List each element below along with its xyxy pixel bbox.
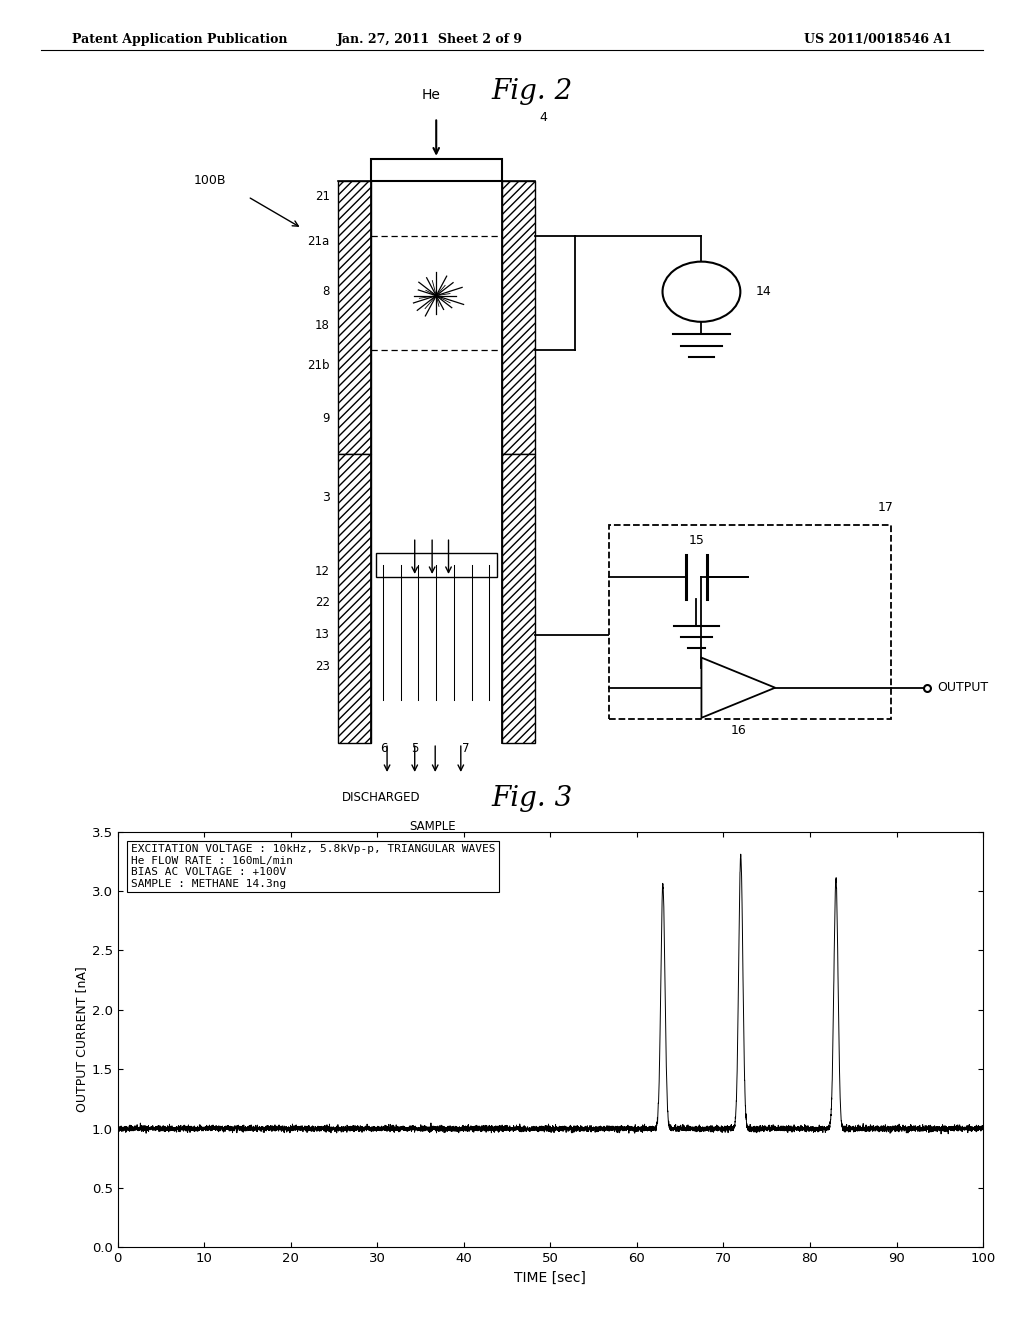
Bar <box>371 158 502 181</box>
Text: Fig. 2: Fig. 2 <box>492 78 573 104</box>
Text: 23: 23 <box>314 660 330 673</box>
Text: He: He <box>422 87 440 102</box>
Text: 22: 22 <box>314 597 330 610</box>
Text: 9: 9 <box>323 412 330 425</box>
Text: OUTPUT: OUTPUT <box>937 681 988 694</box>
Text: 7: 7 <box>462 742 470 755</box>
Y-axis label: OUTPUT CURRENT [nA]: OUTPUT CURRENT [nA] <box>75 966 88 1113</box>
Text: 16: 16 <box>730 723 746 737</box>
Text: US 2011/0018546 A1: US 2011/0018546 A1 <box>805 33 952 46</box>
Text: 17: 17 <box>878 502 894 513</box>
Bar <box>376 553 497 577</box>
Text: GAS: GAS <box>420 849 444 862</box>
Bar <box>502 454 535 743</box>
Text: 21a: 21a <box>307 235 330 248</box>
Text: 21: 21 <box>314 190 330 203</box>
X-axis label: TIME [sec]: TIME [sec] <box>514 1271 587 1284</box>
Text: 3: 3 <box>322 491 330 504</box>
Bar <box>338 181 371 454</box>
Bar <box>502 181 535 454</box>
Text: 15: 15 <box>688 533 705 546</box>
Text: Patent Application Publication: Patent Application Publication <box>72 33 287 46</box>
Text: 100B: 100B <box>194 174 226 187</box>
Text: 14: 14 <box>756 285 771 298</box>
Text: 5: 5 <box>411 742 419 755</box>
Text: 13: 13 <box>314 628 330 642</box>
Text: 21b: 21b <box>307 359 330 372</box>
Text: 12: 12 <box>314 565 330 578</box>
Circle shape <box>663 261 740 322</box>
Bar <box>338 454 371 743</box>
Text: EXCITATION VOLTAGE : 10kHz, 5.8kVp-p, TRIANGULAR WAVES
He FLOW RATE : 160mL/min
: EXCITATION VOLTAGE : 10kHz, 5.8kVp-p, TR… <box>131 843 496 888</box>
Text: 6: 6 <box>380 742 388 755</box>
Text: Jan. 27, 2011  Sheet 2 of 9: Jan. 27, 2011 Sheet 2 of 9 <box>337 33 523 46</box>
Bar <box>609 525 891 719</box>
Text: 18: 18 <box>314 319 330 333</box>
Text: DISCHARGED: DISCHARGED <box>342 791 420 804</box>
Text: Fig. 3: Fig. 3 <box>492 785 573 812</box>
Text: 8: 8 <box>323 285 330 298</box>
Text: SAMPLE: SAMPLE <box>409 820 456 833</box>
Text: 4: 4 <box>540 111 548 124</box>
